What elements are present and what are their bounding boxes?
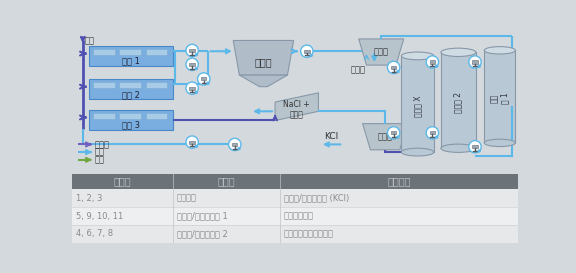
Circle shape <box>309 54 313 57</box>
Bar <box>441 52 476 148</box>
Bar <box>146 49 167 55</box>
Circle shape <box>195 67 198 70</box>
Bar <box>232 143 237 146</box>
Bar <box>93 113 115 119</box>
Text: 4, 6, 7, 8: 4, 6, 7, 8 <box>76 230 113 239</box>
Bar <box>72 174 518 189</box>
Text: 原盐: 原盐 <box>85 37 94 46</box>
Circle shape <box>186 58 198 70</box>
Text: 澄清器/结晶器出口 1: 澄清器/结晶器出口 1 <box>177 212 228 221</box>
Bar <box>89 46 173 66</box>
Bar <box>119 113 141 119</box>
Circle shape <box>426 127 438 139</box>
Bar <box>401 56 434 152</box>
Text: 絮凝剂: 絮凝剂 <box>351 65 366 74</box>
Text: KCl: KCl <box>324 132 338 141</box>
Bar <box>93 49 115 55</box>
Text: 悬浮液密度的过程监测: 悬浮液密度的过程监测 <box>283 230 334 239</box>
Circle shape <box>435 135 438 139</box>
Text: 测量点: 测量点 <box>113 176 131 186</box>
Text: 悬浊液: 悬浊液 <box>94 140 109 149</box>
Circle shape <box>478 64 481 68</box>
Text: 5, 9, 10, 11: 5, 9, 10, 11 <box>76 212 123 221</box>
Bar <box>146 113 167 119</box>
Circle shape <box>388 61 400 73</box>
Circle shape <box>469 56 481 68</box>
Bar <box>72 207 518 225</box>
Circle shape <box>435 64 438 68</box>
Circle shape <box>198 73 210 85</box>
Circle shape <box>478 149 481 153</box>
Bar <box>304 50 309 53</box>
Bar <box>472 145 478 148</box>
Bar <box>89 110 173 130</box>
Ellipse shape <box>484 139 516 147</box>
Text: 澄清器: 澄清器 <box>255 57 272 67</box>
Text: 测量任务: 测量任务 <box>387 176 411 186</box>
Ellipse shape <box>441 48 476 57</box>
Circle shape <box>186 82 198 94</box>
Bar <box>93 82 115 88</box>
Ellipse shape <box>441 144 476 152</box>
Text: 固体: 固体 <box>94 155 104 164</box>
Bar <box>72 189 518 207</box>
Circle shape <box>469 141 481 153</box>
Bar <box>391 131 396 134</box>
Bar <box>190 49 195 52</box>
Text: 母液浓度测量: 母液浓度测量 <box>283 212 313 221</box>
Polygon shape <box>275 93 319 121</box>
Text: NaCl +
覆盖层: NaCl + 覆盖层 <box>283 100 310 120</box>
Circle shape <box>229 138 241 151</box>
Polygon shape <box>233 40 294 75</box>
Text: 1, 2, 3: 1, 2, 3 <box>76 194 103 203</box>
Bar <box>391 66 396 69</box>
Circle shape <box>301 45 313 57</box>
Polygon shape <box>359 39 404 65</box>
Ellipse shape <box>401 52 434 60</box>
Text: 澄清器/结晶器出口 (KCl): 澄清器/结晶器出口 (KCl) <box>283 194 349 203</box>
Bar <box>484 50 516 143</box>
Circle shape <box>396 70 400 73</box>
Bar <box>190 63 195 66</box>
Bar <box>430 61 435 64</box>
Circle shape <box>195 53 198 57</box>
Bar <box>190 87 195 90</box>
Text: 结晶
器 1: 结晶 器 1 <box>490 93 510 104</box>
Bar <box>201 78 206 81</box>
Bar <box>472 61 478 64</box>
Text: 结晶器 2: 结晶器 2 <box>454 92 463 113</box>
Polygon shape <box>240 75 287 87</box>
Text: 澄清器/结晶器出口 2: 澄清器/结晶器出口 2 <box>177 230 228 239</box>
Polygon shape <box>363 124 408 150</box>
Text: 溶液: 溶液 <box>94 148 104 157</box>
Text: 溶解 2: 溶解 2 <box>122 90 140 99</box>
Text: 溶解 3: 溶解 3 <box>122 121 140 130</box>
Circle shape <box>206 82 210 85</box>
Circle shape <box>396 135 400 139</box>
Text: 粗盐溶解: 粗盐溶解 <box>177 194 196 203</box>
Circle shape <box>186 136 198 148</box>
Bar <box>89 79 173 99</box>
Text: 增稠剂: 增稠剂 <box>374 48 389 57</box>
Bar <box>430 131 435 134</box>
Ellipse shape <box>401 148 434 156</box>
Circle shape <box>426 56 438 68</box>
Bar <box>119 82 141 88</box>
Circle shape <box>237 147 241 150</box>
Text: 装置点: 装置点 <box>217 176 235 186</box>
Bar <box>146 82 167 88</box>
Bar <box>119 49 141 55</box>
Bar <box>72 225 518 243</box>
Circle shape <box>195 145 198 148</box>
Circle shape <box>388 127 400 139</box>
Bar <box>190 141 195 144</box>
Text: 增稠剂: 增稠剂 <box>378 132 393 141</box>
Text: 结晶器 X: 结晶器 X <box>413 95 422 117</box>
Text: 溶解 1: 溶解 1 <box>122 57 140 66</box>
Circle shape <box>186 44 198 57</box>
Circle shape <box>195 91 198 94</box>
Ellipse shape <box>484 47 516 54</box>
